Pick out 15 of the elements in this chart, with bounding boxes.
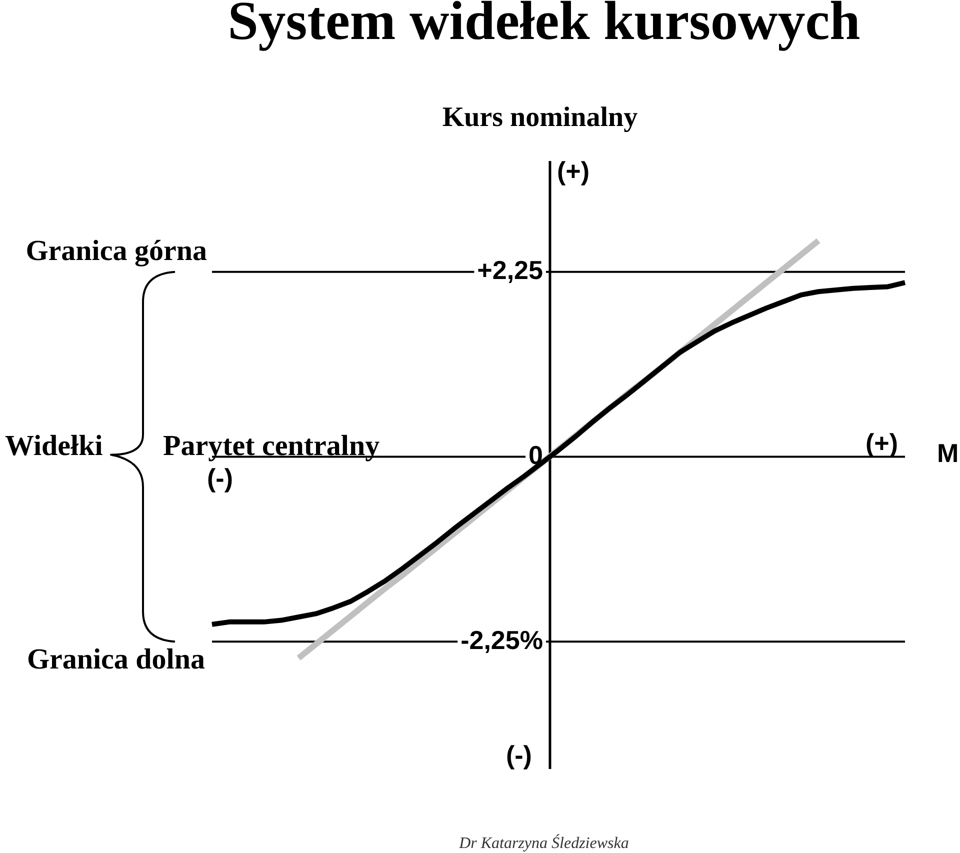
annotation: (-) xyxy=(506,740,532,770)
annotation: (+) xyxy=(866,428,898,458)
y-tick-label: +2,25 xyxy=(477,255,543,286)
ref-line-label: Parytet centralny xyxy=(163,430,380,462)
annotation: (-) xyxy=(207,462,233,493)
y-axis-title: Kurs nominalny xyxy=(442,102,638,133)
ref-line-label: Granica górna xyxy=(26,234,208,267)
x-axis-title: M xyxy=(937,438,959,468)
ref-line-label: Granica dolna xyxy=(26,644,206,676)
text: Dr Katarzyna Śledziewska xyxy=(458,834,629,852)
text: Widełki xyxy=(5,430,103,462)
y-tick-label: 0 xyxy=(528,440,543,470)
y-tick-label: -2,25% xyxy=(460,624,543,655)
chart-title: System widełek kursowych xyxy=(228,0,860,51)
annotation: (+) xyxy=(556,156,590,186)
